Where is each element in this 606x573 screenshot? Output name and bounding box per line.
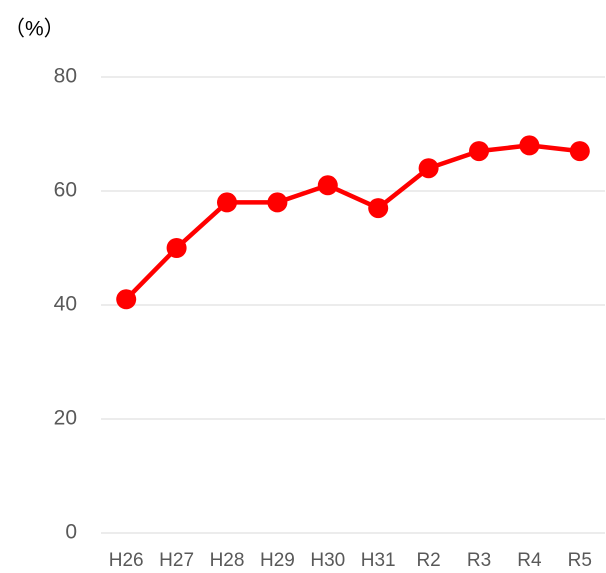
data-point xyxy=(469,141,489,162)
x-tick-label: H29 xyxy=(260,550,295,571)
data-point xyxy=(519,135,540,156)
y-tick-label: 40 xyxy=(54,293,77,316)
x-tick-label: R4 xyxy=(517,550,542,571)
y-tick-label: 60 xyxy=(54,179,77,202)
y-tick-label: 80 xyxy=(54,65,77,88)
x-tick-label: H28 xyxy=(210,550,245,571)
y-tick-label: 0 xyxy=(65,521,77,544)
data-point xyxy=(166,238,187,258)
data-point xyxy=(368,198,389,219)
data-point xyxy=(267,192,288,213)
data-point xyxy=(317,175,338,196)
y-tick-label: 20 xyxy=(54,407,77,430)
x-tick-label: H26 xyxy=(109,550,144,571)
x-tick-label: R2 xyxy=(416,550,440,571)
x-tick-label: R5 xyxy=(568,550,592,571)
data-point xyxy=(418,158,439,179)
x-tick-label: H31 xyxy=(361,550,396,571)
x-tick-label: H30 xyxy=(310,550,345,571)
data-point xyxy=(116,289,137,310)
y-axis-label: （%） xyxy=(4,18,65,41)
data-point xyxy=(217,192,237,213)
x-tick-label: H27 xyxy=(159,550,194,571)
x-tick-label: R3 xyxy=(467,550,491,571)
data-point xyxy=(569,141,590,162)
data-line xyxy=(124,143,581,301)
